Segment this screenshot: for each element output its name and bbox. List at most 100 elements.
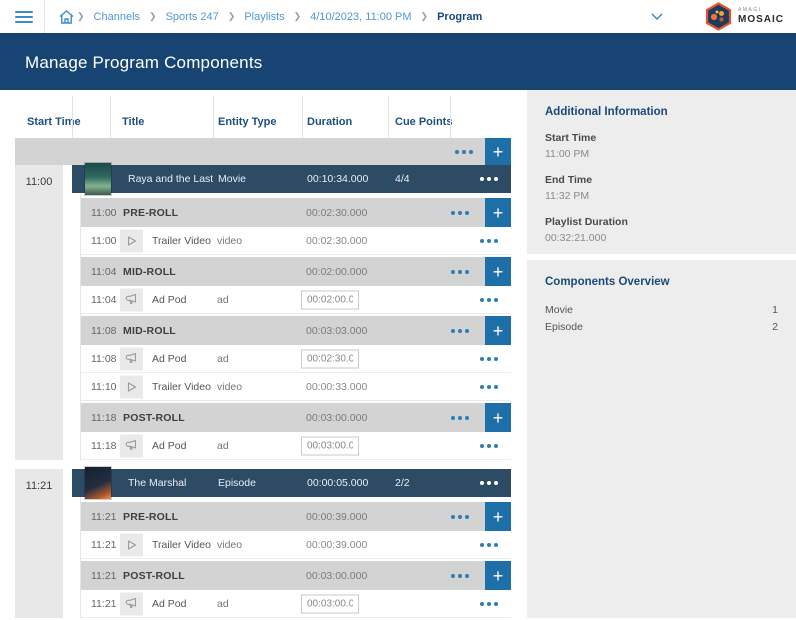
program-thumbnail [85, 467, 111, 499]
component-row[interactable]: 11:00 Trailer Video video 00:02:30.000 [81, 227, 511, 255]
section-label: MID-ROLL [123, 324, 176, 337]
add-program-button[interactable]: + [485, 138, 511, 165]
overview-episode-count: 2 [772, 321, 778, 333]
roll-section-row[interactable]: 11:21 PRE-ROLL 00:00:39.000 + [81, 502, 511, 531]
component-type: ad [217, 597, 229, 610]
breadcrumb-playlist-date[interactable]: 4/10/2023, 11:00 PM [310, 10, 412, 23]
ad-icon [120, 288, 143, 311]
col-cue-points: Cue Points [395, 116, 453, 128]
component-title: Ad Pod [152, 293, 187, 306]
hamburger-menu-icon[interactable] [15, 8, 33, 26]
component-duration-input[interactable] [301, 290, 359, 309]
playlist-toolbar: + [15, 138, 511, 165]
component-more-menu[interactable] [480, 601, 498, 606]
section-label: PRE-ROLL [123, 206, 179, 219]
component-more-menu[interactable] [480, 542, 498, 547]
chevron-down-icon[interactable] [651, 13, 663, 20]
program-row[interactable]: The Marshal Episode 00:00:05.000 2/2 [72, 467, 511, 499]
component-more-menu[interactable] [480, 384, 498, 389]
component-type: ad [217, 439, 229, 452]
roll-section-row[interactable]: 11:18 POST-ROLL 00:03:00.000 + [81, 403, 511, 432]
program-duration: 00:00:05.000 [307, 477, 369, 489]
col-duration: Duration [307, 116, 353, 128]
component-more-menu[interactable] [480, 238, 498, 243]
block-start-time: 11:21 [15, 469, 63, 618]
component-time: 11:04 [91, 293, 117, 306]
breadcrumb-channels[interactable]: Channels [93, 10, 141, 23]
program-title: Raya and the Last Dr... [128, 173, 214, 185]
section-duration: 00:02:00.000 [306, 265, 368, 278]
roll-section-row[interactable]: 11:21 POST-ROLL 00:03:00.000 + [81, 561, 511, 590]
component-time: 11:00 [91, 234, 117, 247]
section-more-menu[interactable] [451, 269, 469, 274]
roll-section-row[interactable]: 11:04 MID-ROLL 00:02:00.000 + [81, 257, 511, 286]
section-more-menu[interactable] [451, 415, 469, 420]
program-more-menu[interactable] [480, 177, 498, 181]
component-duration: 00:00:33.000 [306, 380, 368, 393]
playlist-more-menu[interactable] [455, 149, 473, 154]
page-header: Manage Program Components [0, 35, 796, 90]
topbar-divider [44, 0, 45, 33]
component-duration-input[interactable] [301, 349, 359, 368]
section-label: POST-ROLL [123, 569, 185, 582]
component-time: 11:21 [91, 538, 117, 551]
overview-row-episode: Episode 2 [545, 319, 778, 336]
breadcrumb-separator: ❯ [227, 11, 236, 21]
end-time-value: 11:32 PM [545, 190, 590, 202]
component-time: 11:18 [91, 439, 117, 452]
program-entity-type: Movie [218, 173, 247, 185]
program-components-table: Start Time Title Entity Type Duration Cu… [0, 90, 527, 618]
add-component-button[interactable]: + [485, 561, 511, 590]
component-title: Ad Pod [152, 352, 187, 365]
component-title: Trailer Video [152, 538, 211, 551]
program-entity-type: Episode [218, 477, 256, 489]
section-more-menu[interactable] [451, 573, 469, 578]
component-type: video [217, 538, 243, 551]
component-row[interactable]: 11:21 Trailer Video video 00:00:39.000 [81, 531, 511, 559]
playlist-duration-label: Playlist Duration [545, 216, 628, 228]
page-title: Manage Program Components [25, 52, 263, 72]
block-start-time: 11:00 [15, 165, 63, 460]
roll-section-row[interactable]: 11:08 MID-ROLL 00:03:03.000 + [81, 316, 511, 345]
add-component-button[interactable]: + [485, 316, 511, 345]
component-title: Trailer Video [152, 234, 211, 247]
add-component-button[interactable]: + [485, 403, 511, 432]
section-time: 11:00 [91, 206, 117, 219]
additional-information-title: Additional Information [545, 106, 668, 118]
col-start-time: Start Time [27, 116, 81, 128]
end-time-label: End Time [545, 174, 593, 186]
section-time: 11:18 [91, 411, 117, 424]
section-time: 11:21 [91, 510, 117, 523]
section-time: 11:04 [91, 265, 117, 278]
component-duration-input[interactable] [301, 436, 359, 455]
section-more-menu[interactable] [451, 328, 469, 333]
component-more-menu[interactable] [480, 443, 498, 448]
breadcrumb-channel-name[interactable]: Sports 247 [165, 10, 219, 23]
component-row[interactable]: 11:04 Ad Pod ad [81, 286, 511, 314]
add-component-button[interactable]: + [485, 502, 511, 531]
program-row[interactable]: Raya and the Last Dr... Movie 00:10:34.0… [72, 163, 511, 195]
home-icon[interactable] [58, 9, 75, 25]
component-row[interactable]: 11:08 Ad Pod ad [81, 345, 511, 373]
program-thumbnail [85, 163, 111, 195]
component-duration-input[interactable] [301, 594, 359, 613]
component-row[interactable]: 11:18 Ad Pod ad [81, 432, 511, 460]
add-component-button[interactable]: + [485, 257, 511, 286]
component-more-menu[interactable] [480, 356, 498, 361]
roll-section-row[interactable]: 11:00 PRE-ROLL 00:02:30.000 + [81, 198, 511, 227]
component-more-menu[interactable] [480, 297, 498, 302]
top-bar: ❯ Channels ❯ Sports 247 ❯ Playlists ❯ 4/… [0, 0, 796, 35]
breadcrumb-playlists[interactable]: Playlists [244, 10, 285, 23]
component-row[interactable]: 11:21 Ad Pod ad [81, 590, 511, 618]
program-more-menu[interactable] [480, 481, 498, 485]
component-duration: 00:00:39.000 [306, 538, 368, 551]
mosaic-hexagon-icon [705, 2, 732, 31]
program-cue-points: 2/2 [395, 477, 410, 489]
program-title: The Marshal [128, 477, 187, 489]
breadcrumb-separator: ❯ [420, 11, 429, 21]
section-label: POST-ROLL [123, 411, 185, 424]
section-more-menu[interactable] [451, 210, 469, 215]
add-component-button[interactable]: + [485, 198, 511, 227]
component-row[interactable]: 11:10 Trailer Video video 00:00:33.000 [81, 373, 511, 401]
section-more-menu[interactable] [451, 514, 469, 519]
